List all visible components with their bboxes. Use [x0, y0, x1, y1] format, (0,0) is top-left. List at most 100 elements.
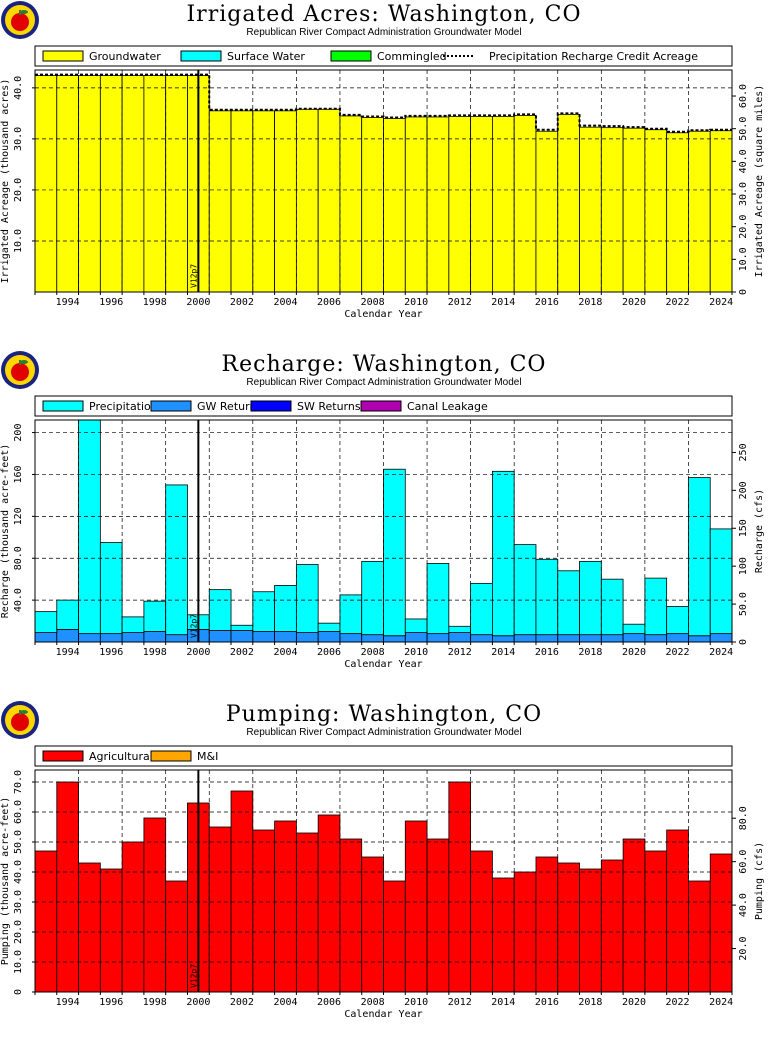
bar [426, 633, 450, 643]
bar [252, 110, 275, 293]
bar [557, 114, 580, 293]
bar [579, 634, 602, 643]
bar [404, 632, 428, 643]
bar [644, 577, 668, 636]
bar [99, 75, 123, 293]
chart-title: Irrigated Acres: Washington, CO [186, 2, 582, 27]
x-tick-label: 2020 [622, 297, 646, 308]
bar [600, 578, 624, 636]
x-tick-label: 2014 [491, 297, 515, 308]
irrigated-acres-panel: Irrigated Acres: Washington, CO Republic… [0, 0, 768, 340]
bar [317, 622, 341, 632]
bar [165, 484, 188, 636]
bar [78, 419, 101, 635]
legend-label: Precipitation [89, 400, 158, 413]
bar [295, 832, 319, 993]
bar [230, 630, 254, 643]
x-tick-label: 2022 [666, 297, 690, 308]
apple-seal-icon [1, 351, 39, 389]
y-tick-label: 80.0 [13, 546, 24, 570]
bar [492, 635, 515, 643]
x-tick-label: 1996 [99, 297, 123, 308]
y-tick-label: 120 [13, 507, 24, 525]
bar [426, 838, 450, 993]
bar [688, 635, 711, 643]
y2-tick-label: 0 [738, 289, 749, 295]
x-axis-label: Calendar Year [344, 1009, 422, 1020]
bar [208, 110, 232, 293]
bar [56, 75, 79, 293]
y2-tick-label: 30.0 [738, 182, 749, 206]
bar [666, 132, 689, 293]
x-axis-label: Calendar Year [344, 309, 422, 320]
bar [383, 635, 406, 643]
x-tick-label: 2022 [666, 997, 690, 1008]
bar [579, 868, 602, 993]
y2-tick-label: 20.0 [738, 937, 749, 961]
y-axis-label: Pumping (thousand acre-feet) [0, 797, 11, 966]
bar [688, 130, 711, 293]
legend-label: Groundwater [89, 50, 161, 63]
bar [666, 829, 689, 993]
bar [56, 599, 79, 630]
legend-label: Canal Leakage [407, 400, 488, 413]
x-tick-label: 2022 [666, 647, 690, 658]
bar [404, 618, 428, 633]
bar [513, 634, 537, 643]
x-tick-label: 2010 [404, 647, 428, 658]
x-tick-label: 1996 [99, 647, 123, 658]
legend-label: M&I [197, 750, 218, 763]
bar [470, 582, 493, 636]
x-tick-label: 2012 [448, 997, 472, 1008]
y-axis-label: Irrigated Acreage (thousand acres) [0, 79, 11, 284]
version-label: V12p7 [189, 264, 198, 288]
x-tick-label: 2008 [361, 647, 385, 658]
bar [709, 853, 733, 993]
legend-swatch [360, 400, 402, 412]
irrigated-acres-chart: Groundwater Surface Water Commingled Precip… [0, 45, 765, 320]
legend-label: Surface Water [227, 50, 305, 63]
y2-axis-label: Recharge (cfs) [754, 489, 765, 573]
bar [252, 591, 275, 632]
y-tick-label: 10.0 [13, 229, 24, 253]
bar [56, 781, 79, 993]
x-tick-label: 2024 [709, 297, 733, 308]
y2-tick-label: 60.0 [738, 850, 749, 874]
y-tick-label: 30.0 [13, 127, 24, 151]
y2-tick-label: 10.0 [738, 247, 749, 271]
bar [295, 108, 319, 293]
bar [208, 826, 232, 993]
chart-title: Recharge: Washington, CO [221, 352, 547, 377]
bar [121, 841, 145, 993]
bar [600, 634, 624, 643]
bar [165, 880, 188, 993]
y2-tick-label: 100 [738, 557, 749, 575]
bar [709, 633, 733, 643]
y-tick-label: 60.0 [13, 800, 24, 824]
version-label: V12p7 [189, 614, 198, 638]
chart-subtitle: Republican River Compact Administration … [246, 727, 522, 738]
bar [230, 624, 254, 631]
x-tick-label: 2014 [491, 997, 515, 1008]
bar [622, 633, 646, 643]
bar [404, 116, 428, 293]
bar [535, 558, 559, 636]
bar [208, 589, 232, 631]
bar [688, 880, 711, 993]
recharge-chart: Precipitation GW Returns SW Returns Canal L… [0, 395, 765, 670]
bar [709, 130, 733, 293]
x-axis-label: Calendar Year [344, 659, 422, 670]
bar [470, 116, 493, 293]
bar [143, 817, 167, 993]
bar [274, 820, 297, 993]
x-tick-label: 2004 [273, 647, 297, 658]
x-tick-label: 2010 [404, 997, 428, 1008]
x-tick-label: 2024 [709, 647, 733, 658]
legend-swatch [180, 50, 222, 62]
y2-tick-label: 40.0 [738, 149, 749, 173]
legend-swatch [250, 400, 292, 412]
y2-tick-label: 50.0 [738, 592, 749, 616]
bar [709, 528, 733, 635]
bar [557, 862, 580, 993]
bar [274, 110, 297, 293]
